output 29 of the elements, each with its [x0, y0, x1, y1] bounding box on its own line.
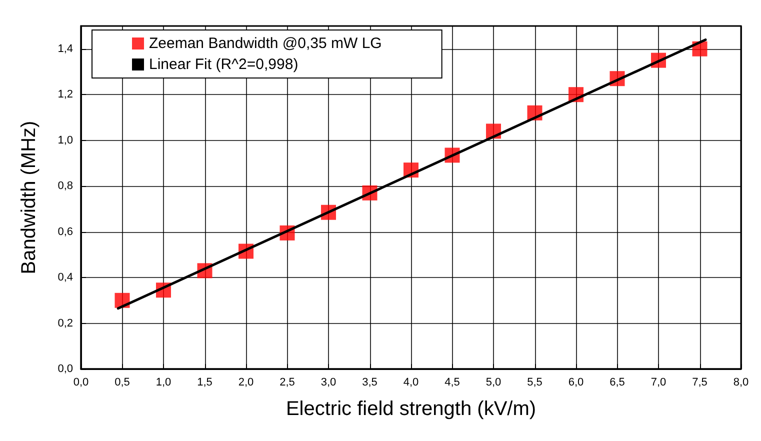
y-tick-label: 1,4 [58, 42, 73, 55]
x-axis-title: Electric field strength (kV/m) [286, 398, 536, 420]
x-tick-label: 3,5 [362, 376, 378, 388]
x-tick-label: 7,0 [650, 376, 666, 388]
x-tick-label: 3,0 [320, 376, 336, 388]
x-tick-label: 6,0 [568, 376, 584, 388]
x-tick-label: 2,0 [238, 376, 254, 388]
x-tick-label: 0,0 [73, 376, 89, 388]
x-tick-label: 2,5 [280, 376, 295, 388]
y-tick-label: 0,0 [58, 363, 73, 375]
x-tick-label: 4,5 [444, 376, 460, 388]
x-tick-label: 0,5 [114, 376, 130, 388]
x-tick-label: 8,0 [733, 376, 749, 388]
y-tick-label: 0,4 [58, 272, 73, 284]
x-tick-label: 1,0 [156, 376, 172, 388]
x-tick-label: 4,0 [403, 376, 419, 388]
x-tick-label: 5,0 [486, 376, 502, 388]
legend-label: Linear Fit (R^2=0,998) [149, 56, 298, 73]
y-tick-label: 1,2 [58, 88, 73, 101]
x-tick-label: 7,5 [692, 376, 708, 388]
y-tick-label: 0,6 [58, 226, 73, 238]
legend-label: Zeeman Bandwidth @0,35 mW LG [149, 35, 382, 52]
y-axis-title: Bandwidth (MHz) [18, 120, 40, 274]
x-tick-label: 1,5 [197, 376, 212, 388]
y-tick-label: 0,2 [58, 317, 73, 330]
y-tick-label: 0,8 [58, 180, 73, 192]
x-tick-label: 6,5 [610, 376, 625, 388]
y-tick-label: 1,0 [58, 134, 73, 146]
x-tick-label: 5,5 [527, 376, 542, 388]
